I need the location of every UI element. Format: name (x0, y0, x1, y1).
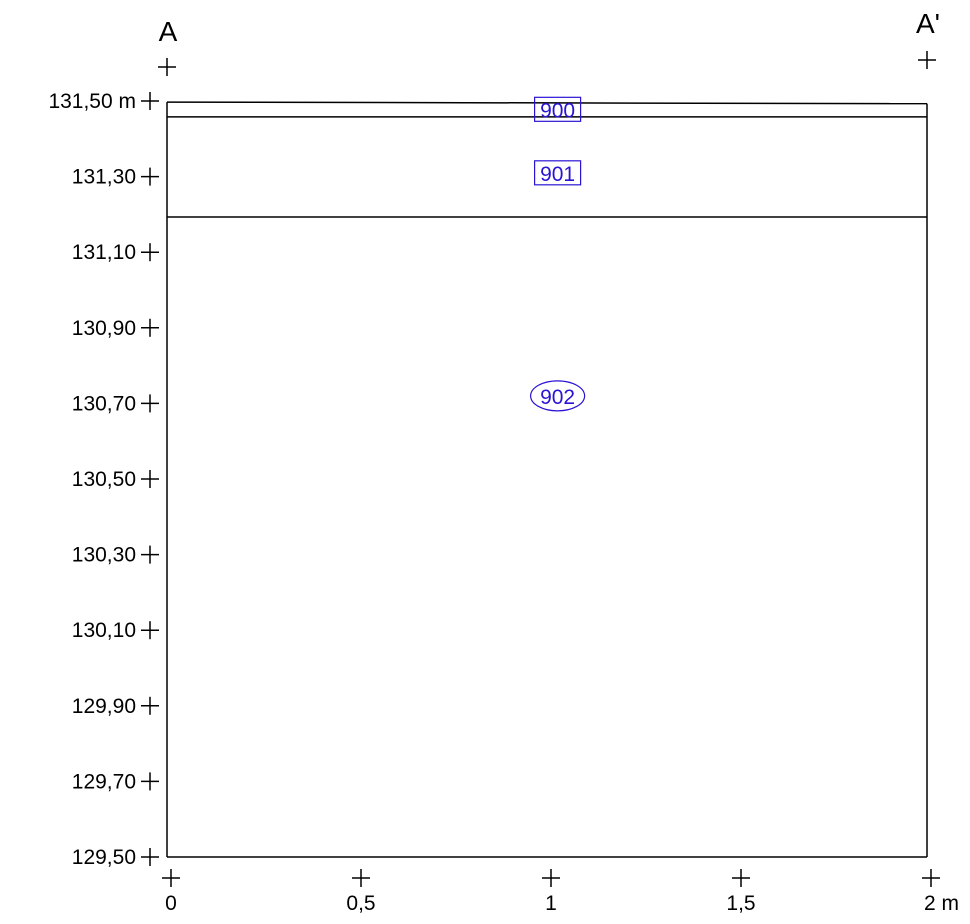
elevation-tick-label: 130,30 (72, 544, 136, 567)
unit-label: 900 (540, 99, 575, 122)
distance-tick: 0 (162, 869, 180, 915)
elevation-tick: 130,30 (72, 544, 159, 567)
elevation-tick-cross (141, 470, 159, 488)
elevation-tick-cross (141, 167, 159, 186)
section-endpoints: A A' (158, 8, 940, 76)
elevation-tick: 129,90 (72, 695, 159, 718)
elevation-tick: 130,70 (72, 392, 159, 415)
section-end-marker (918, 51, 936, 69)
unit-box (533, 96, 582, 122)
elevation-tick-label: 131,30 (72, 166, 136, 189)
distance-tick: 1,5 (726, 869, 756, 915)
elevation-tick-label: 130,70 (72, 392, 136, 415)
profile-frame (166, 102, 928, 858)
section-start-marker (158, 58, 176, 76)
distance-tick: 1 (542, 869, 560, 915)
elevation-tick: 129,70 (72, 770, 159, 793)
distance-tick-label: 2 m (924, 892, 959, 915)
elevation-tick-label: 130,10 (72, 619, 136, 642)
elevation-tick: 130,90 (72, 317, 159, 340)
elevation-tick: 131,50 m (48, 90, 159, 113)
elevation-tick: 129,50 (72, 846, 159, 869)
unit-901: 901 (533, 160, 582, 186)
elevation-tick: 131,10 (72, 241, 159, 264)
unit-ellipse (529, 380, 586, 412)
unit-900: 900 (533, 96, 582, 122)
stratigraphic-units: 900 901 902 (529, 96, 586, 412)
distance-tick-cross (352, 869, 370, 887)
unit-box (533, 160, 582, 186)
elevation-tick-cross (141, 772, 159, 791)
elevation-tick: 131,30 (72, 166, 159, 189)
elevation-tick-label: 129,70 (72, 770, 136, 793)
distance-tick: 0,5 (346, 869, 376, 915)
distance-tick-label: 1 (545, 892, 557, 915)
elevation-tick-label: 129,50 (72, 846, 136, 869)
unit-label: 902 (540, 386, 575, 409)
elevation-tick: 130,50 (72, 468, 159, 491)
elevation-tick: 130,10 (72, 619, 159, 642)
distance-tick-label: 1,5 (726, 892, 755, 915)
distance-tick-cross (922, 869, 940, 887)
distance-axis: 0 0,5 1 1,5 2 m (162, 869, 959, 915)
unit-902: 902 (529, 380, 586, 412)
layer-boundaries (166, 101, 928, 218)
elevation-tick-cross (141, 696, 159, 715)
elevation-tick-cross (141, 621, 159, 640)
elevation-tick-label: 129,90 (72, 695, 136, 718)
section-start-label: A (159, 16, 178, 47)
elevation-tick-label: 130,50 (72, 468, 136, 491)
elevation-tick-cross (141, 545, 159, 564)
elevation-tick-label: 131,10 (72, 241, 136, 264)
boundary-surface (166, 101, 928, 105)
elevation-tick-cross (141, 394, 159, 413)
elevation-tick-cross (141, 243, 159, 262)
distance-tick-cross (732, 869, 750, 887)
distance-tick: 2 m (922, 869, 959, 915)
distance-tick-cross (162, 869, 180, 887)
elevation-tick-label: 131,50 m (48, 90, 136, 113)
elevation-tick-label: 130,90 (72, 317, 136, 340)
elevation-tick-cross (141, 92, 159, 110)
elevation-axis: 131,50 m 131,30 131,10 130,90 130,70 130,50 13… (48, 90, 159, 869)
distance-tick-cross (542, 869, 560, 887)
elevation-tick-cross (141, 848, 159, 866)
distance-tick-label: 0,5 (346, 892, 375, 915)
section-end-label: A' (916, 8, 940, 39)
unit-label: 901 (540, 163, 575, 186)
distance-tick-label: 0 (165, 892, 177, 915)
elevation-tick-cross (141, 318, 159, 337)
